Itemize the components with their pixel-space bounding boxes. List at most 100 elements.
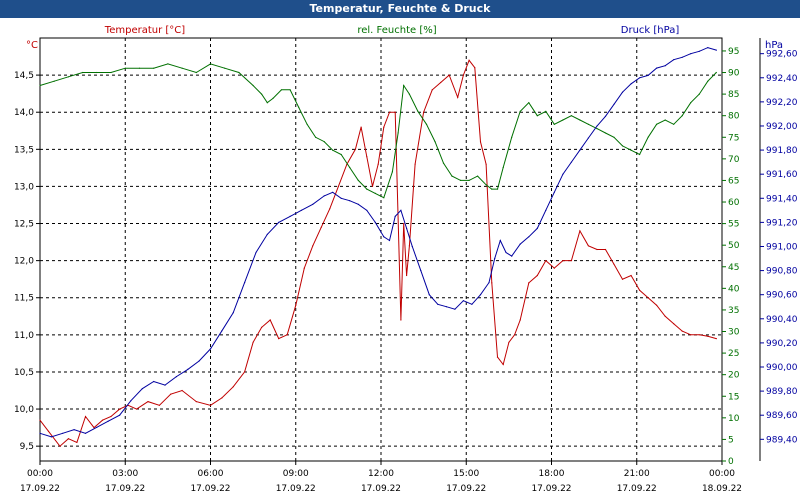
temperature-data-point — [355, 149, 356, 150]
hum-tick-label: 85 — [728, 90, 739, 100]
humidity-data-point — [383, 197, 384, 198]
humidity-data-point — [622, 145, 623, 146]
temperature-data-point — [571, 260, 572, 261]
pressure-data-point — [290, 216, 291, 217]
temperature-data-point — [537, 275, 538, 276]
humidity-data-point — [281, 89, 282, 90]
humidity-data-point — [125, 68, 126, 69]
temp-tick-label: 14,5 — [14, 71, 34, 81]
humidity-data-point — [392, 171, 393, 172]
temperature-data-point — [562, 260, 563, 261]
temp-tick-label: 11,5 — [14, 294, 34, 304]
pressure-data-point — [682, 57, 683, 58]
press-tick-label: 990,20 — [766, 339, 798, 349]
temperature-data-point — [690, 334, 691, 335]
temperature-data-point — [648, 297, 649, 298]
pressure-data-point — [588, 137, 589, 138]
x-tick-time-label: 06:00 — [198, 469, 224, 479]
pressure-data-point — [412, 246, 413, 247]
press-tick-label: 991,80 — [766, 146, 798, 156]
pressure-data-point — [446, 306, 447, 307]
humidity-data-point — [182, 68, 183, 69]
temperature-data-point — [76, 442, 77, 443]
pressure-data-point — [74, 429, 75, 430]
humidity-data-point — [358, 180, 359, 181]
temperature-data-point — [508, 342, 509, 343]
pressure-data-point — [613, 104, 614, 105]
temperature-data-point — [491, 282, 492, 283]
humidity-data-point — [520, 111, 521, 112]
humidity-data-point — [469, 180, 470, 181]
pressure-data-point — [554, 192, 555, 193]
humidity-data-point — [324, 141, 325, 142]
temp-tick-label: 13,5 — [14, 145, 34, 155]
hum-tick-label: 15 — [728, 392, 739, 402]
pressure-data-point — [62, 433, 63, 434]
pressure-data-point — [108, 421, 109, 422]
x-tick-time-label: 12:00 — [368, 469, 394, 479]
pressure-data-point — [255, 252, 256, 253]
humidity-data-point — [307, 124, 308, 125]
humidity-data-point — [68, 76, 69, 77]
humidity-data-point — [298, 107, 299, 108]
pressure-data-point — [142, 388, 143, 389]
x-tick-time-label: 09:00 — [283, 469, 309, 479]
humidity-data-point — [315, 137, 316, 138]
humidity-data-point — [497, 189, 498, 190]
temperature-data-point — [147, 401, 148, 402]
humidity-data-point — [545, 111, 546, 112]
temperature-data-point — [440, 82, 441, 83]
temperature-data-point — [457, 97, 458, 98]
pressure-data-point — [221, 330, 222, 331]
temperature-data-point — [366, 156, 367, 157]
humidity-data-point — [451, 176, 452, 177]
pressure-data-point — [187, 369, 188, 370]
temperature-data-point — [361, 127, 362, 128]
press-tick-label: 992,60 — [766, 50, 798, 60]
pressure-data-point — [199, 360, 200, 361]
temperature-data-point — [170, 394, 171, 395]
humidity-data-point — [398, 132, 399, 133]
pressure-data-point — [545, 210, 546, 211]
humidity-data-point — [656, 124, 657, 125]
humidity-data-point — [588, 124, 589, 125]
temperature-data-point — [110, 416, 111, 417]
temperature-data-point — [182, 390, 183, 391]
pressure-data-point — [707, 47, 708, 48]
hum-tick-label: 5 — [728, 435, 734, 445]
pressure-data-point — [400, 210, 401, 211]
humidity-data-point — [605, 132, 606, 133]
temperature-data-point — [497, 357, 498, 358]
x-tick-date-label: 17.09.22 — [276, 484, 316, 494]
temperature-data-point — [221, 397, 222, 398]
pressure-data-point — [631, 83, 632, 84]
pressure-data-point — [341, 198, 342, 199]
humidity-data-point — [682, 115, 683, 116]
humidity-data-point — [477, 176, 478, 177]
temperature-data-point — [656, 305, 657, 306]
temp-legend-label: Temperatur [°C] — [104, 25, 185, 36]
temperature-data-point — [596, 249, 597, 250]
humidity-data-point — [491, 189, 492, 190]
pressure-data-point — [233, 312, 234, 313]
temperature-data-point — [389, 112, 390, 113]
humidity-data-point — [290, 89, 291, 90]
temperature-data-point — [554, 268, 555, 269]
pressure-data-point — [488, 282, 489, 283]
temperature-data-point — [469, 60, 470, 61]
x-tick-time-label: 00:00 — [27, 469, 53, 479]
temperature-data-point — [253, 342, 254, 343]
humidity-data-point — [349, 167, 350, 168]
temperature-data-point — [85, 416, 86, 417]
humidity-data-point — [153, 68, 154, 69]
pressure-data-point — [480, 294, 481, 295]
temperature-data-point — [261, 327, 262, 328]
temperature-data-point — [514, 334, 515, 335]
press-tick-label: 989,60 — [766, 411, 798, 421]
x-tick-time-label: 21:00 — [624, 469, 650, 479]
humidity-data-point — [699, 94, 700, 95]
temperature-data-point — [707, 336, 708, 337]
pressure-data-point — [96, 427, 97, 428]
pressure-data-point — [605, 116, 606, 117]
hum-tick-label: 30 — [728, 328, 740, 338]
